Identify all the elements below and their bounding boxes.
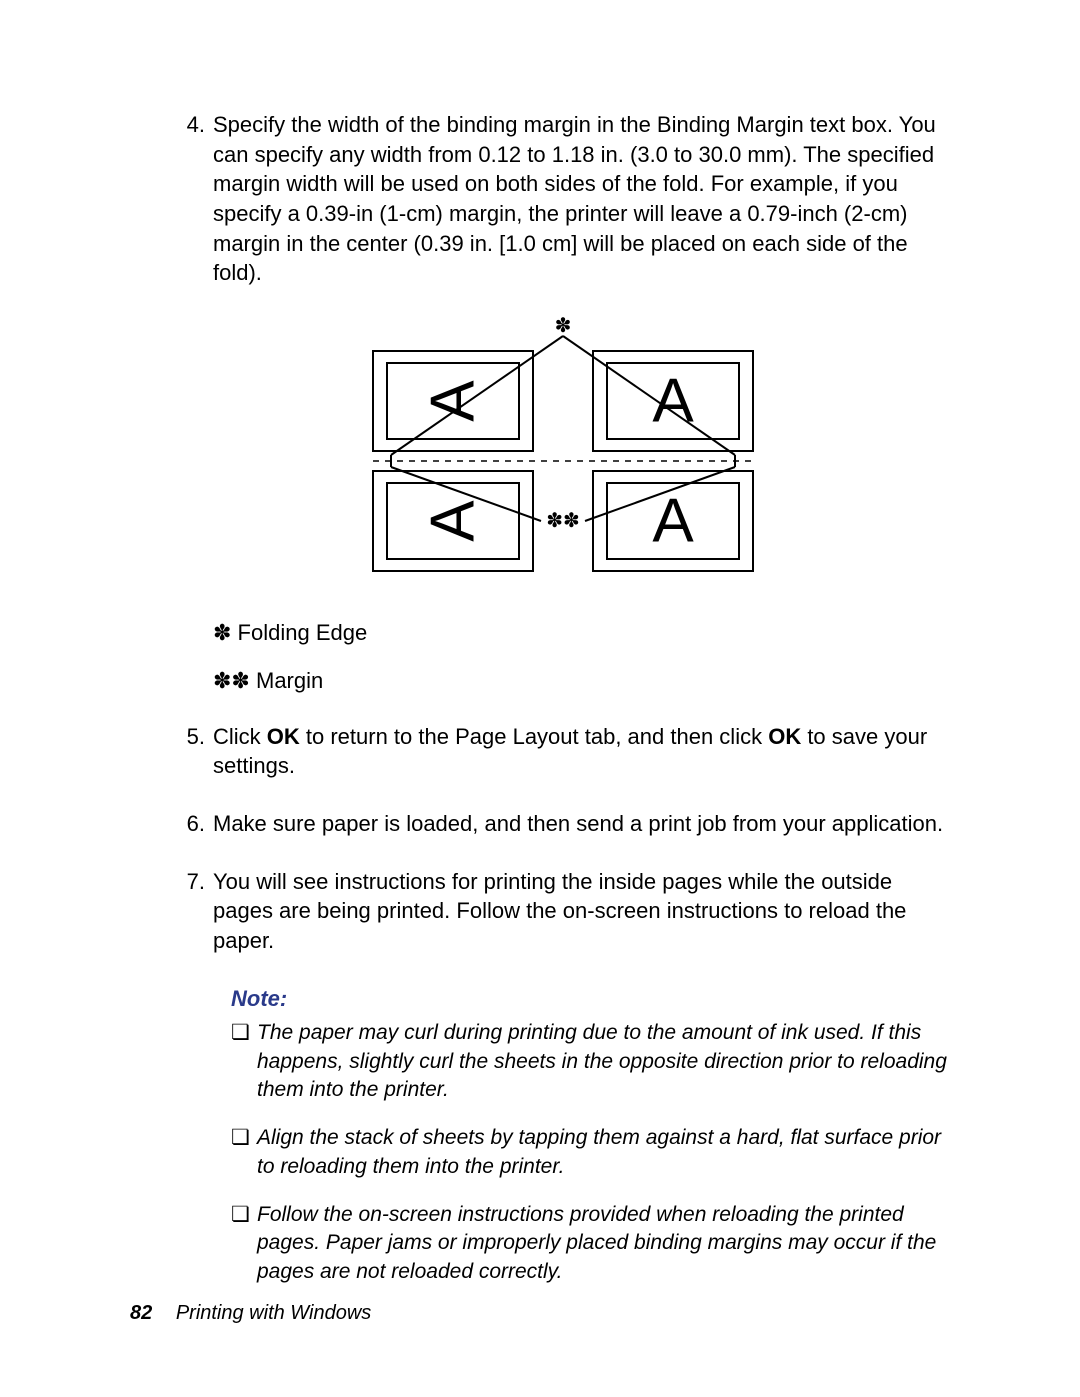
- svg-text:A: A: [652, 487, 694, 556]
- numbered-steps-cont: 5. Click OK to return to the Page Layout…: [175, 722, 950, 956]
- ok-bold: OK: [768, 724, 801, 749]
- svg-text:A: A: [418, 500, 487, 542]
- note-heading: Note:: [231, 984, 950, 1014]
- ok-bold: OK: [267, 724, 300, 749]
- note-list: ❏ The paper may curl during printing due…: [231, 1019, 950, 1286]
- step-text: Click OK to return to the Page Layout ta…: [213, 722, 950, 781]
- svg-text:✽: ✽: [554, 316, 571, 337]
- bullet-icon: ❏: [231, 1124, 257, 1181]
- note-text: Align the stack of sheets by tapping the…: [257, 1124, 950, 1181]
- footer-section: Printing with Windows: [176, 1302, 371, 1324]
- note-item: ❏ Follow the on-screen instructions prov…: [231, 1201, 950, 1286]
- binding-diagram-container: AAAA✽✽✽: [175, 316, 950, 586]
- step-number: 4.: [175, 110, 213, 288]
- step-7: 7. You will see instructions for printin…: [175, 867, 950, 956]
- step-4: 4. Specify the width of the binding marg…: [175, 110, 950, 288]
- step-5: 5. Click OK to return to the Page Layout…: [175, 722, 950, 781]
- legend-label: Margin: [250, 668, 323, 693]
- step-text: Specify the width of the binding margin …: [213, 110, 950, 288]
- bullet-icon: ❏: [231, 1019, 257, 1104]
- binding-diagram: AAAA✽✽✽: [363, 316, 763, 586]
- step-text: Make sure paper is loaded, and then send…: [213, 809, 950, 839]
- step-6: 6. Make sure paper is loaded, and then s…: [175, 809, 950, 839]
- note-item: ❏ Align the stack of sheets by tapping t…: [231, 1124, 950, 1181]
- note-text: Follow the on-screen instructions provid…: [257, 1201, 950, 1286]
- note-item: ❏ The paper may curl during printing due…: [231, 1019, 950, 1104]
- text-fragment: to return to the Page Layout tab, and th…: [300, 724, 768, 749]
- diagram-legend: ✽ Folding Edge ✽✽ Margin: [213, 618, 950, 695]
- step-text: You will see instructions for printing t…: [213, 867, 950, 956]
- legend-symbol: ✽✽: [213, 668, 250, 693]
- legend-margin: ✽✽ Margin: [213, 666, 950, 696]
- note-block: Note: ❏ The paper may curl during printi…: [231, 984, 950, 1286]
- manual-page: 4. Specify the width of the binding marg…: [0, 0, 1080, 1397]
- page-footer: 82 Printing with Windows: [130, 1300, 371, 1327]
- note-text: The paper may curl during printing due t…: [257, 1019, 950, 1104]
- text-fragment: Click: [213, 724, 267, 749]
- step-number: 6.: [175, 809, 213, 839]
- legend-folding-edge: ✽ Folding Edge: [213, 618, 950, 648]
- legend-label: Folding Edge: [231, 620, 367, 645]
- numbered-steps: 4. Specify the width of the binding marg…: [175, 110, 950, 288]
- svg-text:✽✽: ✽✽: [546, 510, 580, 532]
- step-number: 5.: [175, 722, 213, 781]
- page-number: 82: [130, 1302, 152, 1324]
- step-number: 7.: [175, 867, 213, 956]
- bullet-icon: ❏: [231, 1201, 257, 1286]
- legend-symbol: ✽: [213, 620, 231, 645]
- svg-text:A: A: [418, 380, 487, 422]
